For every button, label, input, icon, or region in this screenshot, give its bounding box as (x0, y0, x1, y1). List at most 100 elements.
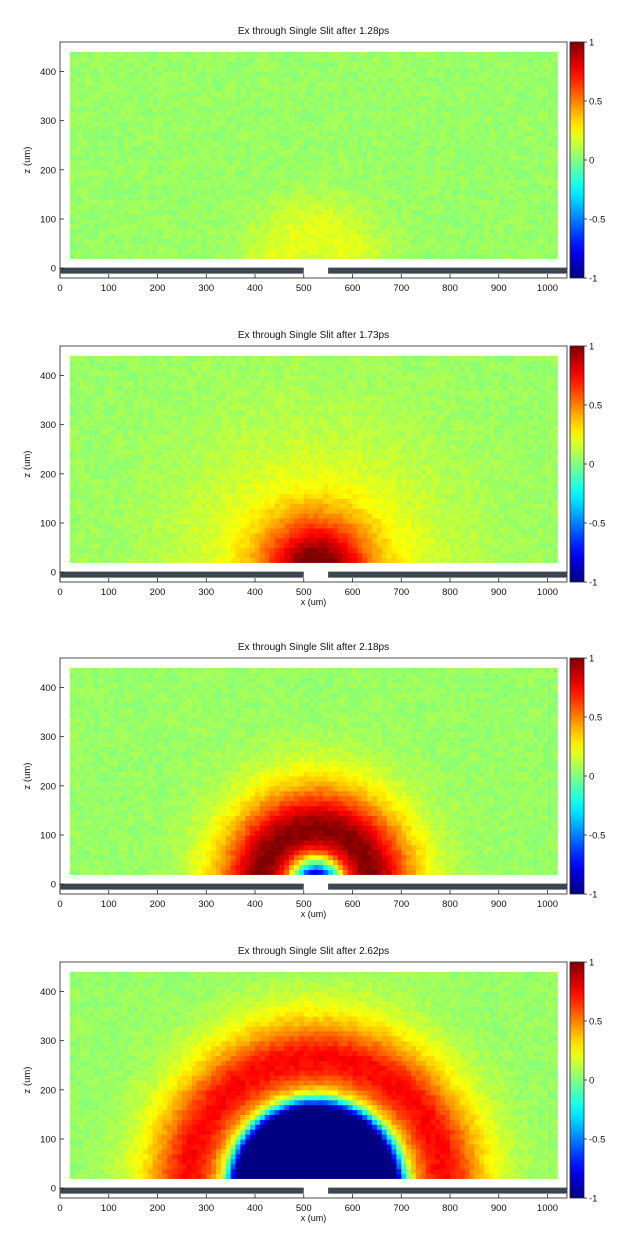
heatmap-cell (269, 86, 276, 92)
heatmap-cell (391, 51, 397, 58)
heatmap-cell (128, 459, 134, 465)
heatmap-cell (513, 155, 519, 161)
heatmap-cell (235, 130, 241, 137)
heatmap-cell (294, 115, 300, 122)
heatmap-cell (113, 527, 120, 534)
heatmap-cell (245, 189, 251, 196)
heatmap-cell (333, 145, 339, 151)
heatmap-cell (113, 125, 120, 132)
heatmap-cell (147, 135, 154, 141)
heatmap-cell (99, 51, 105, 58)
heatmap-cell (79, 370, 85, 377)
heatmap-cell (167, 174, 173, 181)
heatmap-cell (113, 120, 120, 127)
heatmap-cell (103, 409, 110, 416)
heatmap-cell (294, 214, 300, 220)
heatmap-cell (406, 253, 412, 259)
heatmap-cell (376, 140, 383, 146)
heatmap-cell (479, 105, 485, 112)
heatmap-cell (142, 189, 149, 196)
heatmap-cell (133, 179, 139, 186)
heatmap-cell (259, 223, 266, 230)
heatmap-cell (391, 96, 397, 102)
heatmap-cell (245, 219, 251, 225)
heatmap-cell (128, 140, 134, 146)
heatmap-cell (99, 81, 105, 87)
heatmap-cell (415, 194, 422, 200)
heatmap-cell (259, 179, 266, 186)
heatmap-cell (503, 228, 510, 235)
heatmap-cell (69, 179, 76, 186)
heatmap-cell (518, 66, 524, 73)
heatmap-cell (84, 409, 90, 416)
heatmap-cell (123, 150, 129, 156)
heatmap-cell (196, 164, 202, 171)
heatmap-cell (406, 160, 412, 166)
heatmap-cell (445, 130, 451, 137)
heatmap-cell (211, 56, 217, 63)
heatmap-cell (401, 66, 407, 73)
heatmap-cell (430, 110, 436, 117)
heatmap-cell (123, 468, 129, 475)
heatmap-cell (279, 238, 285, 245)
heatmap-cell (542, 243, 549, 250)
heatmap-cell (474, 86, 480, 92)
heatmap-cell (513, 76, 519, 82)
heatmap-cell (523, 105, 529, 112)
heatmap-cell (415, 209, 422, 215)
heatmap-cell (220, 214, 227, 220)
heatmap-cell (108, 439, 115, 445)
heatmap-cell (177, 223, 183, 230)
heatmap-cell (303, 56, 310, 63)
heatmap-cell (284, 96, 290, 102)
heatmap-cell (255, 145, 261, 151)
heatmap-cell (523, 169, 529, 176)
heatmap-cell (103, 552, 110, 559)
heatmap-cell (415, 145, 422, 151)
heatmap-cell (181, 223, 188, 230)
heatmap-cell (99, 238, 105, 245)
heatmap-cell (396, 233, 402, 240)
heatmap-cell (454, 179, 461, 186)
heatmap-cell (303, 81, 310, 87)
heatmap-cell (152, 542, 159, 549)
heatmap-cell (347, 96, 354, 102)
heatmap-cell (372, 199, 378, 205)
heatmap-cell (508, 110, 514, 117)
heatmap-cell (84, 199, 90, 205)
heatmap-cell (313, 120, 319, 127)
heatmap-cell (318, 209, 324, 215)
heatmap-cell (425, 120, 432, 127)
heatmap-cell (411, 86, 417, 92)
heatmap-cell (308, 86, 315, 92)
heatmap-cell (84, 125, 90, 132)
heatmap-cell (386, 150, 393, 156)
heatmap-cell (420, 66, 427, 73)
heatmap-cell (220, 56, 227, 63)
heatmap-cell (123, 557, 129, 563)
heatmap-cell (147, 214, 154, 220)
heatmap-cell (225, 199, 232, 205)
heatmap-cell (201, 56, 207, 63)
heatmap-cell (425, 86, 432, 92)
heatmap-cell (503, 56, 510, 63)
heatmap-cell (474, 150, 480, 156)
heatmap-cell (406, 110, 412, 117)
heatmap-cell (216, 199, 222, 205)
heatmap-cell (362, 243, 368, 250)
heatmap-cell (523, 71, 529, 78)
heatmap-cell (313, 155, 319, 161)
heatmap-cell (532, 219, 539, 225)
heatmap-cell (89, 179, 95, 186)
heatmap-cell (230, 86, 237, 92)
heatmap-cell (430, 56, 436, 63)
heatmap-cell (489, 248, 495, 255)
heatmap-cell (230, 248, 237, 255)
heatmap-cell (518, 76, 524, 82)
heatmap-cell (435, 96, 441, 102)
heatmap-cell (474, 169, 480, 176)
heatmap-cell (94, 552, 100, 559)
heatmap-cell (103, 493, 110, 500)
heatmap-cell (74, 375, 81, 382)
heatmap-cell (74, 145, 81, 151)
